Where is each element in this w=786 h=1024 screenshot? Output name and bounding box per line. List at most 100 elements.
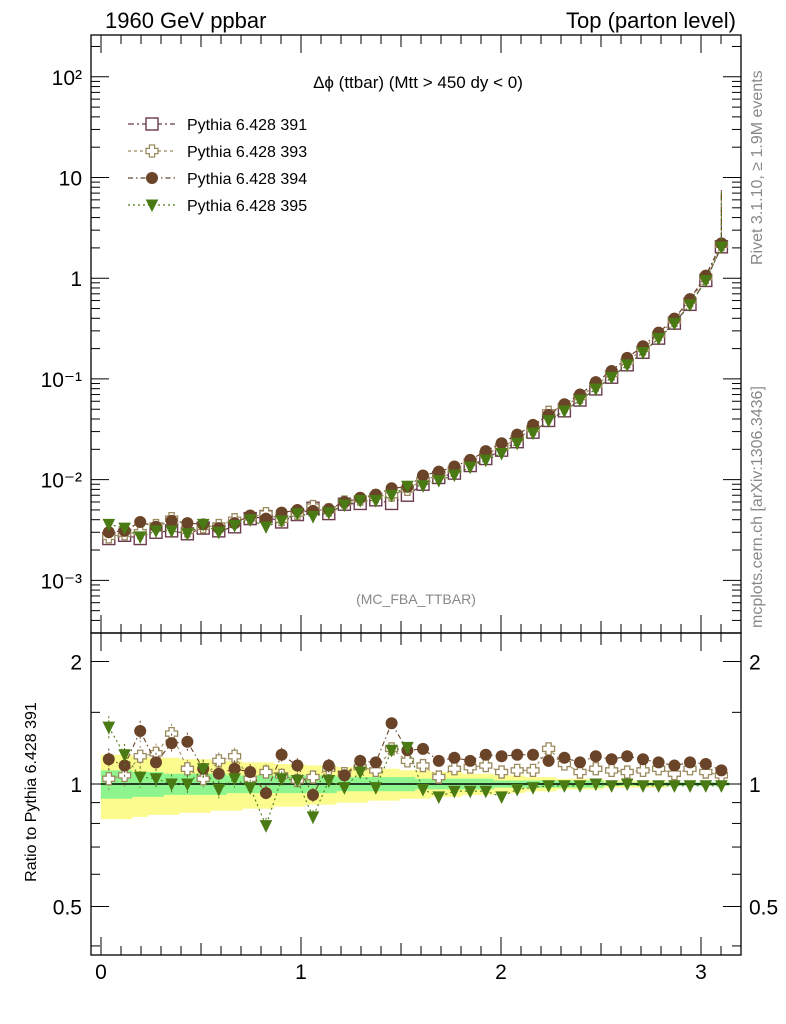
main-series-point [196, 518, 210, 532]
legend-marker [145, 117, 159, 131]
main-series-point [228, 520, 241, 533]
ratio-series-point [620, 778, 634, 792]
main-series-group [102, 189, 729, 546]
ratio-series-point [322, 775, 336, 788]
main-series-point [636, 346, 650, 360]
ratio-series-point [307, 788, 319, 801]
ratio-ytick-label-right: 1 [749, 774, 761, 797]
main-series-4 [102, 192, 728, 545]
header-right: Top (parton level) [566, 8, 736, 33]
ratio-series-point [416, 758, 430, 773]
ratio-series-point [526, 763, 540, 778]
ratio-series-point [667, 767, 682, 781]
main-series-point [306, 511, 320, 524]
main-series-point [589, 383, 603, 397]
ratio-series-point [526, 782, 540, 795]
ratio-series-4 [102, 716, 728, 834]
ratio-series-point [212, 767, 225, 780]
main-series-point [322, 507, 336, 520]
ratio-ytick-label: 1 [70, 774, 82, 797]
main-series-point [432, 475, 446, 488]
main-series-point [259, 521, 273, 534]
ratio-series-point [715, 780, 728, 793]
ratio-series-point [464, 754, 477, 767]
main-series-point [510, 437, 524, 451]
ratio-series-point [291, 759, 304, 772]
ratio-series-point [102, 753, 115, 766]
ratio-series-point [275, 748, 288, 761]
main-series-point [102, 518, 116, 532]
ratio-series-point [243, 782, 257, 795]
ratio-series-point [637, 753, 649, 766]
legend-label: Pythia 6.428 394 [187, 171, 307, 188]
ratio-ytick-label-right: 0.5 [749, 896, 778, 919]
main-series-point [291, 508, 304, 521]
main-series-point [542, 415, 555, 428]
ratio-series-point [212, 754, 226, 768]
ratio-series-point [181, 735, 194, 748]
ratio-axes: 0.5 0.5 1 1 2 2 0 1 2 3 [53, 633, 778, 984]
legend-label: Pythia 6.428 393 [187, 144, 307, 161]
ratio-series-point [416, 783, 430, 797]
main-series-point [416, 480, 430, 493]
legend-marker [145, 144, 159, 158]
ratio-series-point [447, 762, 462, 776]
ratio-series-point [558, 751, 571, 764]
main-series-point [385, 489, 398, 503]
ratio-series-point [494, 765, 509, 779]
ratio-series-point [604, 763, 619, 778]
ratio-xtick-label: 2 [495, 961, 507, 984]
ratio-series-point [621, 750, 634, 763]
legend-item-3: Pythia 6.428 394 [128, 171, 307, 188]
ratio-series-point [511, 748, 524, 761]
main-series-1 [102, 191, 729, 546]
main-series-point [448, 469, 461, 483]
main-series-point [181, 517, 194, 530]
ratio-series-point [479, 758, 493, 773]
legend-item-4: Pythia 6.428 395 [128, 198, 307, 215]
ratio-series-point [463, 785, 477, 799]
ratio-series-point [417, 742, 429, 755]
ratio-bands [100, 754, 730, 820]
main-series-point [715, 241, 728, 255]
main-series-point [495, 437, 508, 450]
main-series-point [558, 405, 571, 419]
ratio-series-point [275, 773, 288, 786]
ratio-series-point [510, 783, 524, 797]
ratio-series-line [108, 722, 722, 797]
ratio-series-point [573, 765, 587, 779]
ratio-series-point [699, 765, 713, 779]
ratio-series-point [589, 762, 603, 776]
ratio-series-point [573, 780, 587, 793]
ratio-series-point [134, 724, 147, 737]
ratio-series-point [605, 780, 618, 793]
main-series-point [212, 526, 226, 540]
ratio-series-point [196, 763, 210, 776]
main-series-point [417, 469, 429, 482]
legend-marker [146, 172, 158, 184]
main-series-point [133, 531, 147, 545]
ratio-series-point [400, 754, 415, 768]
ratio-series-point [636, 763, 650, 778]
rivet-label: Rivet 3.1.10, ≥ 1.9M events [749, 70, 766, 265]
ratio-series-point [589, 778, 603, 792]
main-series-point [668, 318, 681, 331]
ratio-xtick-label: 3 [695, 961, 707, 984]
ratio-series-point [228, 773, 241, 786]
main-series-point [338, 499, 351, 513]
main-series-point [495, 447, 508, 461]
legend-item-2: Pythia 6.428 393 [128, 144, 307, 161]
main-series-point [134, 515, 147, 528]
ratio-series-point [306, 811, 320, 825]
mcplots-label: mcplots.cern.ch [arXiv:1306.3436] [749, 386, 766, 628]
main-series-point [275, 515, 288, 528]
main-series-point [243, 514, 257, 527]
main-series-point [699, 275, 713, 288]
ratio-series-group [100, 716, 730, 834]
legend-label: Pythia 6.428 391 [187, 117, 307, 134]
ratio-series-point [353, 766, 367, 780]
main-series-point [526, 427, 540, 441]
ratio-series-point [652, 780, 665, 793]
ratio-series-point [495, 750, 508, 763]
